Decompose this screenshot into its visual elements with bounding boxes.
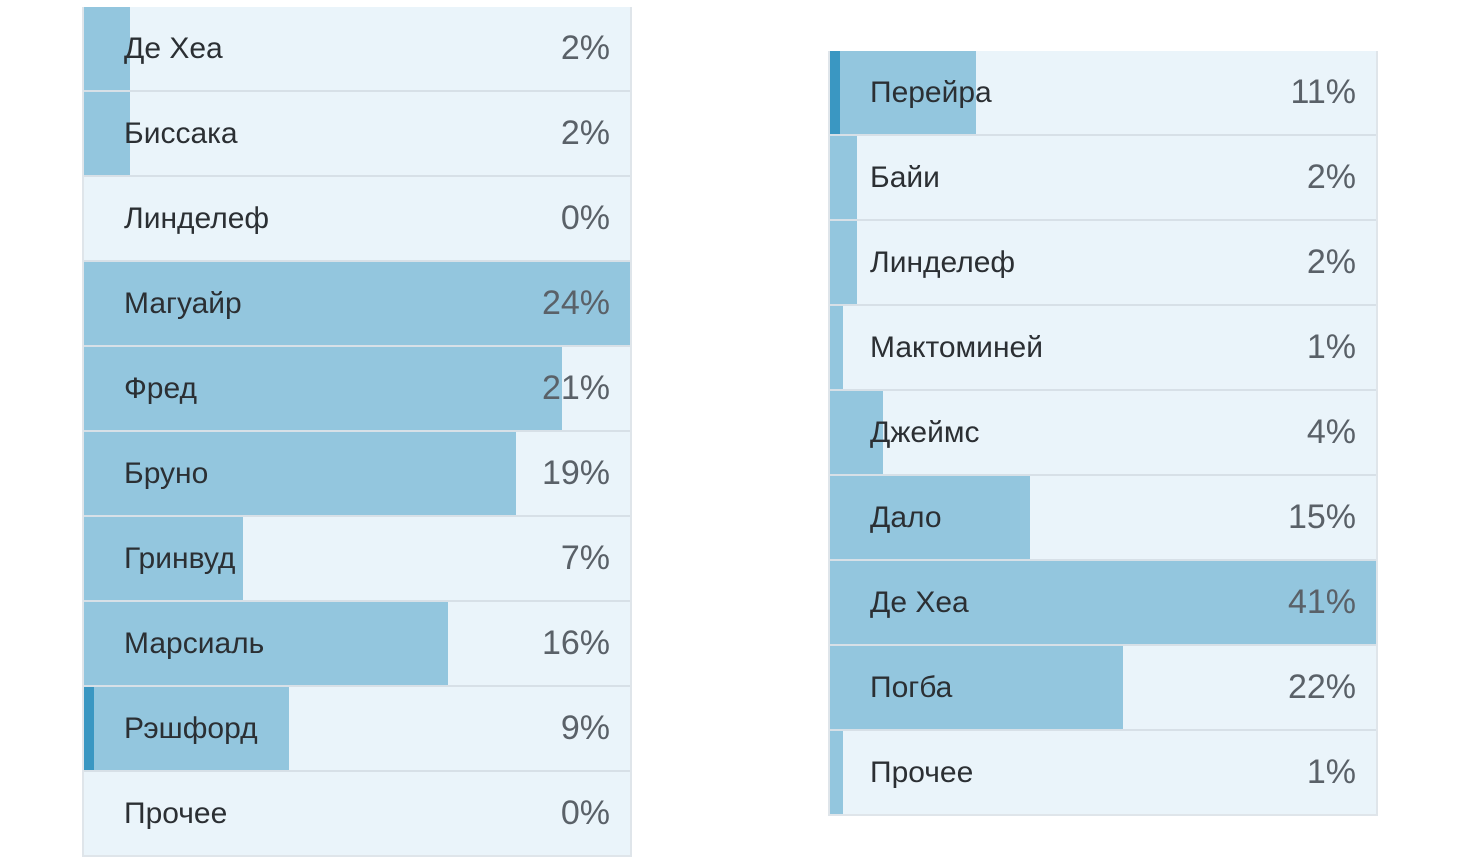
poll-results-left: Де Хеа 2% Биссака 2% Линделеф 0% Магуайр… bbox=[82, 7, 632, 857]
vote-share-bar bbox=[830, 731, 844, 814]
poll-option-row[interactable]: Гринвуд 7% bbox=[84, 517, 630, 602]
vote-share-bar bbox=[830, 136, 857, 219]
option-percent: 16% bbox=[541, 624, 610, 662]
selected-marker bbox=[830, 51, 840, 134]
poll-option-row[interactable]: Биссака 2% bbox=[84, 92, 630, 177]
poll-results-right: Перейра 11% Байи 2% Линделеф 2% Мактомин… bbox=[828, 51, 1378, 816]
option-label: Де Хеа bbox=[124, 32, 223, 65]
vote-share-bar bbox=[84, 602, 448, 685]
poll-option-row[interactable]: Мактоминей 1% bbox=[830, 306, 1376, 391]
vote-share-bar bbox=[830, 476, 1030, 559]
poll-option-row[interactable]: Прочее 1% bbox=[830, 731, 1376, 814]
option-label: Рэшфорд bbox=[124, 712, 258, 745]
option-percent: 21% bbox=[541, 369, 610, 407]
poll-option-row[interactable]: Магуайр 24% bbox=[84, 262, 630, 347]
poll-option-row[interactable]: Байи 2% bbox=[830, 136, 1376, 221]
option-percent: 9% bbox=[560, 709, 610, 747]
poll-option-row[interactable]: Линделеф 2% bbox=[830, 221, 1376, 306]
vote-share-bar bbox=[830, 391, 884, 474]
poll-option-row[interactable]: Рэшфорд 9% bbox=[84, 687, 630, 772]
option-percent: 41% bbox=[1287, 583, 1356, 621]
option-percent: 1% bbox=[1306, 328, 1356, 366]
option-label: Бруно bbox=[124, 457, 209, 490]
option-percent: 4% bbox=[1306, 413, 1356, 451]
option-label: Мактоминей bbox=[870, 331, 1043, 364]
option-percent: 22% bbox=[1287, 668, 1356, 706]
vote-share-bar bbox=[84, 7, 130, 90]
poll-option-row[interactable]: Де Хеа 41% bbox=[830, 561, 1376, 646]
option-percent: 2% bbox=[1306, 158, 1356, 196]
poll-option-row[interactable]: Бруно 19% bbox=[84, 432, 630, 517]
vote-share-bar bbox=[830, 51, 977, 134]
poll-option-row[interactable]: Марсиаль 16% bbox=[84, 602, 630, 687]
vote-share-bar bbox=[84, 432, 517, 515]
option-label: Байи bbox=[870, 161, 940, 194]
vote-share-bar bbox=[830, 306, 844, 389]
option-label: Линделеф bbox=[124, 202, 270, 235]
vote-share-bar bbox=[84, 92, 130, 175]
poll-option-row[interactable]: Дало 15% bbox=[830, 476, 1376, 561]
option-percent: 0% bbox=[560, 199, 610, 237]
poll-option-row[interactable]: Прочее 0% bbox=[84, 772, 630, 855]
option-percent: 11% bbox=[1290, 73, 1356, 111]
option-label: Марсиаль bbox=[124, 627, 265, 660]
option-percent: 1% bbox=[1306, 753, 1356, 791]
vote-share-bar bbox=[84, 517, 244, 600]
option-label: Прочее bbox=[870, 756, 974, 789]
option-label: Дало bbox=[870, 501, 942, 534]
option-percent: 2% bbox=[560, 114, 610, 152]
option-percent: 15% bbox=[1287, 498, 1356, 536]
poll-option-row[interactable]: Джеймс 4% bbox=[830, 391, 1376, 476]
option-label: Погба bbox=[870, 671, 953, 704]
vote-share-bar bbox=[84, 262, 630, 345]
option-percent: 19% bbox=[541, 454, 610, 492]
option-percent: 2% bbox=[1306, 243, 1356, 281]
option-label: Линделеф bbox=[870, 246, 1016, 279]
option-percent: 24% bbox=[541, 284, 610, 322]
poll-option-row[interactable]: Погба 22% bbox=[830, 646, 1376, 731]
option-label: Прочее bbox=[124, 797, 228, 830]
poll-option-row[interactable]: Фред 21% bbox=[84, 347, 630, 432]
vote-share-bar bbox=[84, 687, 289, 770]
option-label: Магуайр bbox=[124, 287, 242, 320]
poll-option-row[interactable]: Де Хеа 2% bbox=[84, 7, 630, 92]
vote-share-bar bbox=[830, 561, 1376, 644]
poll-option-row[interactable]: Линделеф 0% bbox=[84, 177, 630, 262]
option-percent: 2% bbox=[560, 29, 610, 67]
option-label: Фред bbox=[124, 372, 198, 405]
option-label: Гринвуд bbox=[124, 542, 236, 575]
poll-option-row[interactable]: Перейра 11% bbox=[830, 51, 1376, 136]
option-percent: 0% bbox=[560, 794, 610, 832]
option-label: Перейра bbox=[870, 76, 992, 109]
vote-share-bar bbox=[830, 646, 1123, 729]
option-percent: 7% bbox=[560, 539, 610, 577]
selected-marker bbox=[84, 687, 94, 770]
vote-share-bar bbox=[84, 347, 562, 430]
option-label: Биссака bbox=[124, 117, 238, 150]
option-label: Джеймс bbox=[870, 416, 980, 449]
vote-share-bar bbox=[830, 221, 857, 304]
option-label: Де Хеа bbox=[870, 586, 969, 619]
